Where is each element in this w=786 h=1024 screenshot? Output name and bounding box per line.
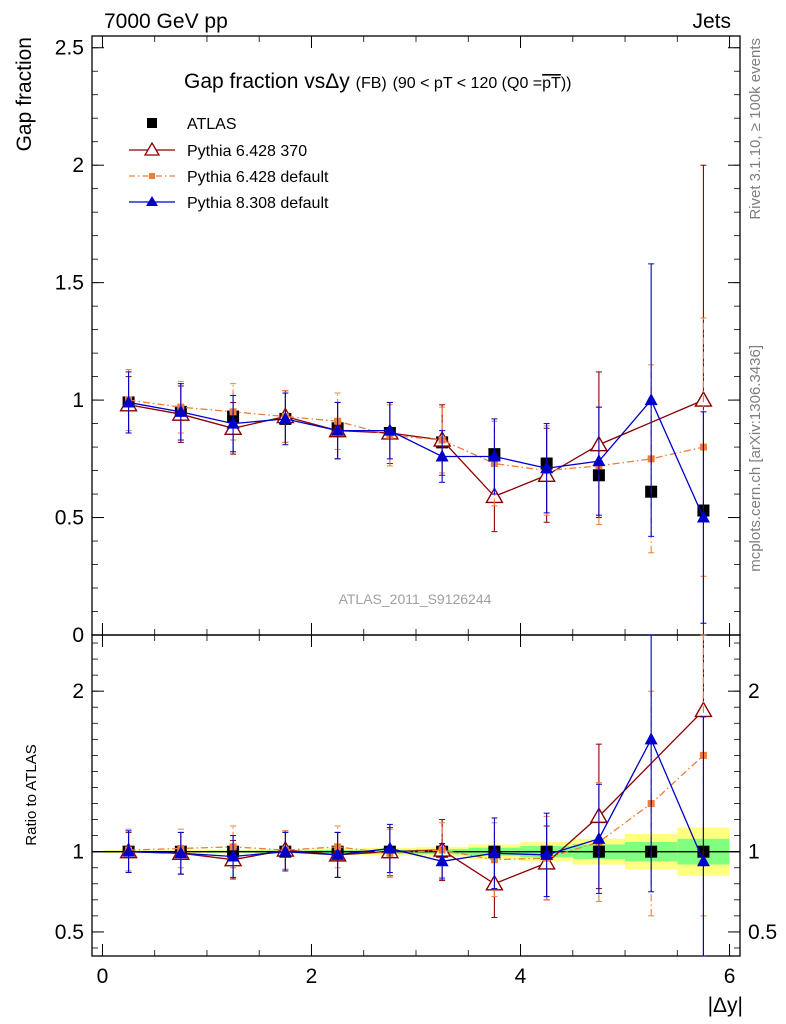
chart-title: Gap fraction vsΔy (FB) (90 < pT < 120 (Q…: [184, 70, 571, 93]
legend-label-pythia6-default: Pythia 6.428 default: [187, 169, 329, 186]
y-tick-label-ratio-right: 1: [748, 841, 760, 864]
legend-label-pythia8-default: Pythia 8.308 default: [187, 195, 329, 212]
series: [119, 164, 713, 957]
legend-marker-atlas: [147, 118, 157, 128]
side-label-mcplots: mcplots.cern.ch [arXiv:1306.3436]: [747, 345, 764, 572]
marker-pythia8-default: [331, 423, 345, 436]
series-group: [122, 263, 710, 624]
marker-pythia8-default: [487, 449, 501, 462]
marker-pythia8-default: [540, 847, 554, 860]
marker-pythia8-default: [122, 844, 136, 857]
marker-pythia8-default: [226, 416, 240, 429]
y-tick-label-ratio: 1: [72, 841, 84, 864]
marker-pythia8-default: [540, 461, 554, 474]
series-line: [128, 754, 704, 861]
marker-pythia8-default: [278, 844, 292, 857]
series-group: [119, 164, 713, 636]
series-line: [128, 399, 704, 498]
ratio-frame: [91, 634, 741, 957]
marker-pythia8-default: [226, 849, 240, 862]
y-tick-label-top: 1.5: [55, 272, 84, 295]
x-axis-title: |Δy|: [708, 994, 743, 1017]
marker-pythia8-default: [383, 423, 397, 436]
legend-item-pythia8-default: Pythia 8.308 default: [129, 195, 329, 212]
marker-pythia8-default: [331, 847, 345, 860]
legend-marker-pythia8-default: [146, 196, 158, 206]
legend-label-atlas: ATLAS: [187, 116, 237, 133]
marker-pythia8-default: [383, 841, 397, 854]
series-line: [128, 398, 705, 518]
legend: ATLAS Pythia 6.428 370 Pythia 6.428 defa…: [129, 116, 329, 212]
marker-pythia8-default: [592, 454, 606, 467]
series-line: [128, 399, 704, 472]
y-axis-title-bottom: Ratio to ATLAS: [23, 744, 40, 845]
watermark: ATLAS_2011_S9126244: [339, 591, 492, 607]
legend-label-pythia6-370: Pythia 6.428 370: [187, 143, 307, 160]
legend-item-pythia6-370: Pythia 6.428 370: [129, 141, 307, 160]
header-right: Jets: [692, 10, 731, 33]
y-tick-label-ratio-right: 0.5: [748, 921, 777, 944]
y-axis-title-top: Gap fraction: [13, 37, 36, 151]
y-tick-label-ratio: 2: [72, 680, 84, 703]
marker-pythia8-default: [122, 395, 136, 408]
axes: 0 0.5 1 1.5 2 2.5 0.5 0.5 1 1 2 2 0 2 4 6: [55, 35, 777, 988]
y-tick-label-top: 2: [72, 154, 84, 177]
series-group: [119, 634, 713, 957]
series-line: [128, 737, 705, 862]
legend-item-pythia6-default: Pythia 6.428 default: [129, 169, 329, 186]
y-tick-label-ratio-right: 2: [748, 680, 760, 703]
y-tick-label-top: 0.5: [55, 507, 84, 530]
series-group: [125, 317, 707, 577]
header-left: 7000 GeV pp: [104, 10, 228, 33]
marker-pythia8-default: [435, 854, 449, 867]
side-label-rivet: Rivet 3.1.10, ≥ 100k events: [747, 38, 764, 220]
marker-pythia8-default: [435, 449, 449, 462]
y-tick-label-top: 2.5: [55, 37, 84, 60]
x-tick-label: 6: [724, 965, 736, 988]
marker-pythia8-default: [644, 732, 658, 745]
marker-pythia8-default: [644, 393, 658, 406]
marker-pythia8-default: [278, 411, 292, 424]
series-group: [122, 396, 710, 517]
series-group: [125, 634, 707, 917]
x-tick-label: 0: [97, 965, 109, 988]
marker-pythia8-default: [487, 846, 501, 859]
marker-pythia8-default: [174, 404, 188, 417]
x-tick-label: 2: [306, 965, 318, 988]
y-tick-label-ratio: 0.5: [55, 921, 84, 944]
marker-pythia8-default: [592, 831, 606, 844]
y-tick-label-top: 1: [72, 389, 84, 412]
legend-marker-pythia6-default: [149, 173, 155, 179]
legend-item-atlas: ATLAS: [147, 116, 237, 133]
marker-pythia8-default: [174, 846, 188, 859]
series-group: [122, 634, 710, 957]
legend-marker-pythia6-370: [143, 141, 161, 156]
marker-pythia8-default: [696, 854, 710, 867]
marker-pythia8-default: [696, 510, 710, 523]
y-tick-label-top: 0: [72, 624, 84, 647]
x-tick-label: 4: [515, 965, 527, 988]
